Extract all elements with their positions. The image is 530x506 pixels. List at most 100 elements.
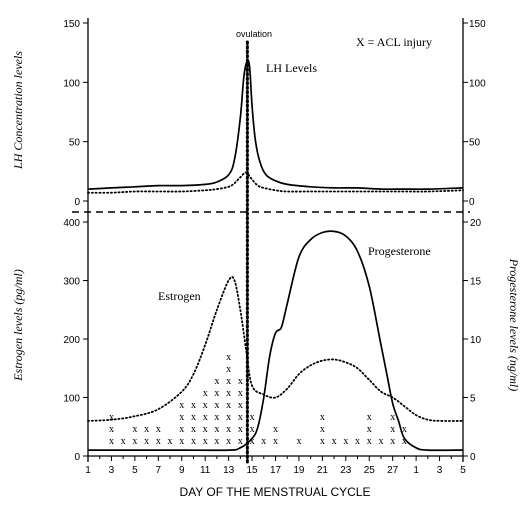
acl-injury-marker: x	[320, 412, 325, 423]
x-tick-label: 15	[247, 465, 259, 476]
acl-injury-marker: x	[214, 376, 219, 387]
x-tick-label: 25	[364, 465, 376, 476]
top-left-tick-label: 50	[69, 138, 81, 149]
acl-injury-marker: x	[179, 400, 184, 411]
acl-injury-marker: x	[226, 436, 231, 447]
acl-injury-marker: x	[203, 436, 208, 447]
estrogen-series-label: Estrogen	[158, 289, 201, 303]
acl-injury-marker: x	[402, 424, 407, 435]
top-y-axis-label: LH Concentration levels	[11, 51, 25, 170]
progesterone-solid-line	[88, 230, 464, 452]
acl-injury-marker: x	[144, 424, 149, 435]
lh-solid-line	[87, 59, 464, 191]
x-tick-label: 13	[223, 465, 235, 476]
progesterone-series-label: Progesterone	[368, 244, 431, 258]
acl-injury-marker: x	[238, 424, 243, 435]
acl-injury-marker: x	[121, 436, 126, 447]
x-tick-label: 17	[270, 465, 282, 476]
x-tick-label: 5	[132, 465, 138, 476]
x-tick-label: 5	[460, 465, 466, 476]
bottom-left-tick-label: 0	[74, 452, 80, 463]
acl-injury-marker: x	[390, 412, 395, 423]
bottom-left-tick-label: 200	[63, 335, 80, 346]
bottom-right-tick-label: 15	[470, 277, 482, 288]
bottom-right-y-axis-label: Progesterone levels (ng/ml)	[507, 258, 521, 391]
estrogen-dotted-line	[87, 275, 464, 422]
acl-injury-marker: x	[214, 412, 219, 423]
acl-injury-marker: x	[191, 436, 196, 447]
acl-injury-marker: x	[402, 436, 407, 447]
acl-injury-marker: x	[132, 424, 137, 435]
acl-injury-marker: x	[179, 424, 184, 435]
acl-injury-marker: x	[320, 436, 325, 447]
acl-injury-marker: x	[109, 436, 114, 447]
acl-injury-marker: x	[214, 436, 219, 447]
acl-injury-marker: x	[238, 388, 243, 399]
acl-injury-marker: x	[320, 424, 325, 435]
acl-injury-marker: x	[367, 412, 372, 423]
x-tick-label: 3	[109, 465, 115, 476]
acl-injury-marker: x	[156, 424, 161, 435]
acl-injury-marker: x	[238, 376, 243, 387]
acl-injury-marker: x	[250, 412, 255, 423]
acl-injury-marker: x	[238, 436, 243, 447]
chart-marks: 0501001500501001500100200300400051015201…	[63, 19, 486, 476]
acl-injury-marker: x	[296, 436, 301, 447]
x-tick-label: 9	[179, 465, 185, 476]
x-tick-label: 7	[156, 465, 162, 476]
acl-injury-marker: x	[109, 412, 114, 423]
acl-injury-marker: x	[109, 424, 114, 435]
top-left-tick-label: 100	[63, 78, 80, 89]
acl-injury-marker: x	[273, 424, 278, 435]
acl-injury-marker: x	[367, 424, 372, 435]
lh-series-label: LH Levels	[266, 61, 317, 75]
acl-injury-marker: x	[226, 412, 231, 423]
acl-injury-marker: x	[214, 400, 219, 411]
bottom-right-tick-label: 5	[470, 394, 476, 405]
acl-injury-marker: x	[203, 412, 208, 423]
lh-dotted-line	[87, 171, 464, 194]
x-tick-label: 1	[85, 465, 91, 476]
acl-injury-marker: x	[179, 436, 184, 447]
top-left-tick-label: 150	[63, 19, 80, 30]
acl-injury-marker: x	[390, 436, 395, 447]
top-right-tick-label: 100	[469, 78, 486, 89]
x-tick-label: 3	[437, 465, 443, 476]
x-tick-label: 27	[387, 465, 399, 476]
x-tick-label: 1	[413, 465, 419, 476]
acl-injury-marker: x	[179, 412, 184, 423]
acl-injury-marker: x	[250, 436, 255, 447]
acl-injury-marker: x	[214, 388, 219, 399]
top-right-tick-label: 0	[469, 197, 475, 208]
acl-injury-marker: x	[250, 424, 255, 435]
acl-injury-marker: x	[332, 436, 337, 447]
acl-injury-marker: x	[191, 400, 196, 411]
acl-injury-marker: x	[378, 436, 383, 447]
acl-injury-marker: x	[226, 364, 231, 375]
acl-injury-marker: x	[191, 424, 196, 435]
acl-injury-marker: x	[238, 412, 243, 423]
bottom-left-y-axis-label: Estrogen levels (pg/ml)	[11, 269, 25, 382]
bottom-left-tick-label: 300	[63, 277, 80, 288]
bottom-left-tick-label: 400	[63, 218, 80, 229]
acl-injury-marker: x	[390, 424, 395, 435]
bottom-right-tick-label: 0	[470, 452, 476, 463]
acl-injury-marker: x	[261, 436, 266, 447]
acl-injury-marker: x	[132, 436, 137, 447]
acl-injury-marker: x	[367, 436, 372, 447]
acl-injury-marker: x	[191, 412, 196, 423]
acl-injury-marker: x	[203, 400, 208, 411]
acl-injury-marker: x	[226, 388, 231, 399]
bottom-right-tick-label: 20	[470, 218, 482, 229]
acl-injury-marker: x	[226, 424, 231, 435]
acl-injury-marker: x	[203, 388, 208, 399]
acl-injury-marker: x	[343, 436, 348, 447]
top-right-tick-label: 150	[469, 19, 486, 30]
acl-injury-legend: X = ACL injury	[356, 35, 432, 49]
acl-injury-marker: x	[273, 436, 278, 447]
x-tick-label: 19	[293, 465, 305, 476]
bottom-left-tick-label: 100	[63, 394, 80, 405]
acl-injury-marker: x	[226, 400, 231, 411]
chart-frame	[72, 18, 470, 462]
